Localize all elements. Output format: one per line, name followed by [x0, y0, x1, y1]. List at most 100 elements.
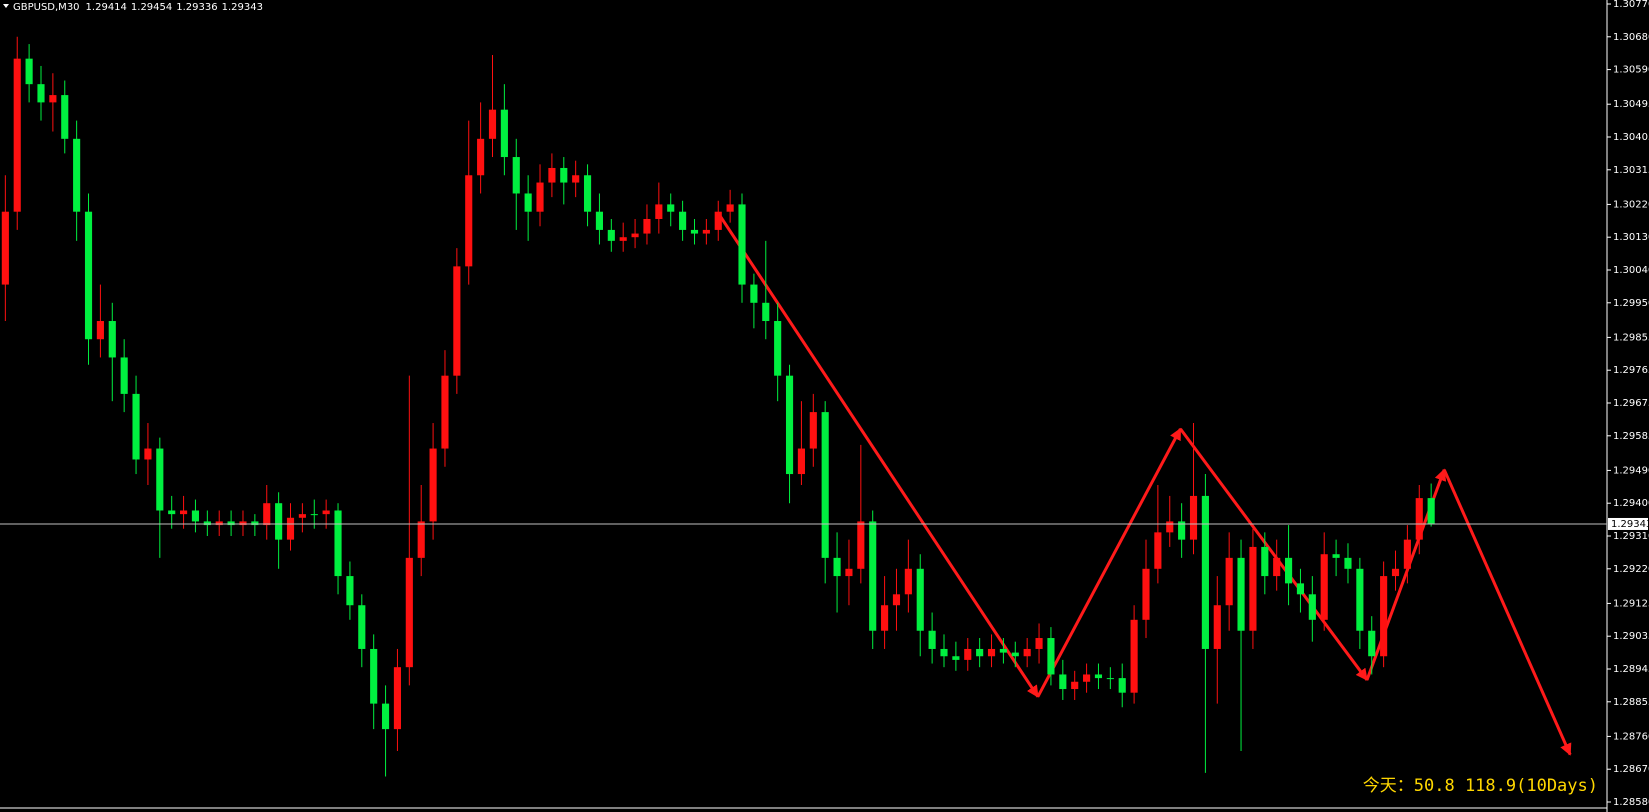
candle-body	[643, 218, 651, 234]
candle-body	[275, 503, 283, 540]
candle-body	[441, 375, 449, 449]
candle-body	[797, 448, 805, 475]
open-value: 1.29414	[86, 2, 127, 13]
candle-body	[465, 175, 473, 267]
candle-body	[1094, 674, 1103, 679]
candle-body	[904, 568, 912, 595]
candle-body	[1368, 630, 1376, 657]
candle-body	[536, 182, 544, 212]
candle-body	[156, 448, 164, 511]
y-tick-label: 1.30590	[1613, 65, 1649, 76]
candle-body	[512, 157, 520, 194]
candle-body	[548, 167, 556, 183]
candle-body	[667, 204, 675, 212]
candle-body	[1380, 576, 1388, 657]
candle-body	[928, 630, 936, 649]
candle-body	[191, 510, 200, 522]
candle-body	[1403, 539, 1411, 569]
y-tick-label: 1.28855	[1613, 697, 1649, 708]
candle-body	[892, 594, 901, 606]
candle-body	[583, 175, 592, 212]
candle-body	[595, 211, 603, 230]
y-tick-label: 1.29125	[1613, 598, 1649, 609]
candle-body	[1249, 546, 1257, 631]
candle-body	[607, 229, 615, 241]
symbol: GBPUSD,M30	[13, 2, 80, 13]
candle-body	[168, 510, 176, 515]
y-tick-label: 1.29585	[1613, 431, 1649, 442]
candle-body	[1296, 583, 1305, 595]
candle-body	[381, 703, 390, 730]
candle-body	[1118, 678, 1126, 693]
y-tick-label: 1.29855	[1613, 332, 1649, 343]
candle-body	[1011, 652, 1019, 657]
candle-body	[869, 521, 877, 631]
candle-body	[857, 521, 865, 569]
price-label-box	[1608, 517, 1648, 530]
candle-body	[833, 557, 841, 577]
candle-body	[1213, 605, 1221, 649]
y-tick-label: 1.30770	[1613, 0, 1649, 10]
candle-body	[251, 521, 259, 526]
candle-body	[655, 204, 663, 219]
low-value: 1.29336	[176, 2, 217, 13]
menu-triangle	[3, 4, 9, 8]
candle-body	[738, 204, 746, 285]
candle-body	[1166, 521, 1174, 533]
candle-body	[370, 648, 378, 704]
candle-body	[1391, 568, 1400, 577]
candle-body	[1332, 554, 1340, 558]
candle-body	[1047, 638, 1055, 675]
y-tick-label: 1.30680	[1613, 32, 1649, 43]
candle-body	[952, 656, 960, 660]
candle-body	[358, 605, 366, 649]
candle-body	[679, 211, 687, 230]
candle-body	[762, 302, 770, 322]
y-tick-label: 1.30220	[1613, 199, 1649, 210]
candle-body	[1308, 594, 1316, 620]
annotation-arrow	[1442, 469, 1572, 756]
price-label: 1.29343	[1611, 519, 1649, 530]
candle-body	[1154, 532, 1162, 569]
candle-body	[49, 95, 57, 103]
candle-body	[429, 448, 437, 522]
candle-body	[334, 510, 342, 577]
candle-body	[500, 109, 508, 158]
annotation-arrow	[1179, 427, 1369, 681]
y-tick-label: 1.30315	[1613, 165, 1649, 176]
y-tick-label: 1.29310	[1613, 531, 1649, 542]
candle-body	[1, 211, 9, 285]
candle-body	[726, 204, 734, 212]
y-tick-label: 1.29765	[1613, 365, 1649, 376]
candle-body	[845, 568, 853, 577]
candle-body	[203, 521, 211, 526]
candle-body	[1023, 648, 1031, 657]
candle-body	[120, 357, 128, 394]
candle-body	[1320, 554, 1328, 620]
y-tick-label: 1.28670	[1613, 764, 1649, 775]
candle-body	[310, 514, 318, 516]
candle-body	[346, 576, 354, 606]
candle-body	[702, 229, 710, 234]
candle-body	[714, 211, 722, 230]
y-tick-label: 1.28580	[1613, 797, 1649, 808]
candle-body	[84, 211, 93, 340]
y-tick-label: 1.30040	[1613, 265, 1649, 276]
candle-body	[619, 237, 627, 241]
candle-body	[964, 648, 972, 660]
candle-body	[999, 648, 1007, 653]
candle-body	[298, 514, 306, 518]
candle-body	[1201, 495, 1209, 649]
close-value: 1.29343	[222, 2, 263, 13]
candle-body	[1071, 681, 1079, 690]
candle-body	[1356, 568, 1364, 631]
candle-body	[73, 138, 81, 212]
candle-body	[1130, 619, 1138, 693]
candle-body	[774, 321, 782, 376]
high-value: 1.29454	[131, 2, 172, 13]
y-tick-label: 1.29220	[1613, 564, 1649, 575]
y-tick-label: 1.29950	[1613, 298, 1649, 309]
